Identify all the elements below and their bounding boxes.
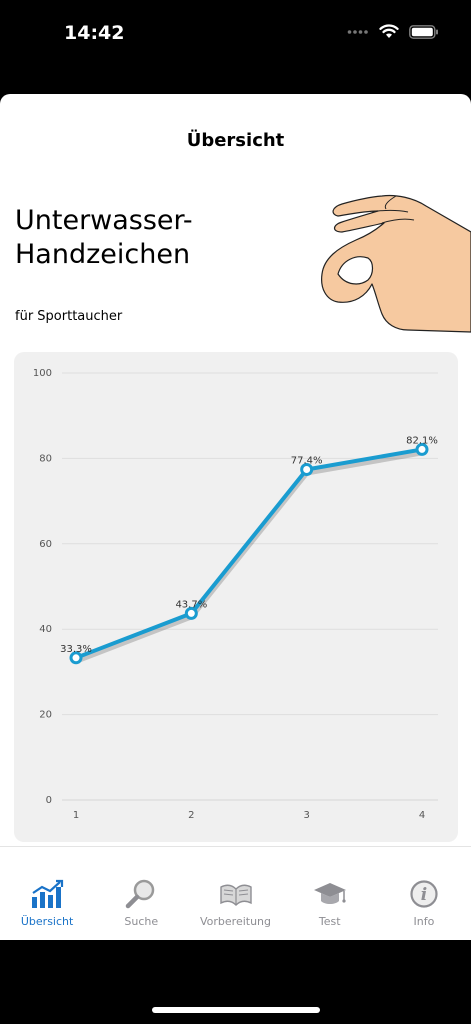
info-icon: i [407, 877, 441, 911]
status-icons [347, 24, 439, 39]
x-tick-label: 2 [188, 810, 194, 821]
y-tick-label: 20 [39, 710, 52, 721]
tab-label: Vorbereitung [199, 915, 272, 928]
hero-title: Unterwasser- Handzeichen [15, 204, 193, 272]
main-sheet: Übersicht Unterwasser- Handzeichen für S… [0, 94, 471, 940]
status-bar: 14:42 [0, 0, 471, 70]
ok-hand-sign-icon [321, 194, 471, 333]
x-tick-label: 3 [303, 810, 309, 821]
tab-preparation[interactable]: Vorbereitung [188, 847, 282, 940]
data-point [69, 651, 83, 665]
hero-title-line2: Handzeichen [15, 239, 191, 270]
tab-label: Info [413, 915, 435, 928]
book-icon [219, 877, 253, 911]
wifi-icon [379, 24, 399, 38]
data-label: 77.4% [291, 456, 323, 467]
tab-info[interactable]: i Info [377, 847, 471, 940]
series-line [75, 447, 423, 660]
data-point [415, 442, 429, 456]
y-tick-label: 80 [39, 453, 52, 464]
line-chart: 0 20 40 60 80 100 1 2 3 4 33.3% 43.7% 77.4% 82.1% [33, 368, 438, 821]
x-tick-label: 4 [419, 810, 425, 821]
data-point [300, 463, 314, 477]
y-tick-label: 0 [46, 795, 52, 806]
tab-bar: Übersicht Suche Vorbereitung [0, 846, 471, 940]
svg-text:i: i [421, 885, 427, 905]
hero-title-line1: Unterwasser- [15, 205, 193, 236]
y-tick-label: 100 [33, 368, 52, 379]
status-time: 14:42 [64, 22, 125, 44]
signal-dots-icon [347, 29, 368, 34]
battery-icon [409, 24, 438, 39]
tab-label: Übersicht [20, 915, 74, 928]
graduation-cap-icon [313, 877, 347, 911]
tab-label: Suche [124, 915, 159, 928]
y-tick-label: 60 [39, 539, 52, 550]
y-tick-label: 40 [39, 624, 52, 635]
search-icon [124, 877, 158, 911]
tab-search[interactable]: Suche [94, 847, 188, 940]
x-tick-label: 1 [73, 810, 79, 821]
data-point [184, 606, 198, 620]
data-label: 82.1% [406, 435, 438, 446]
data-label: 43.7% [175, 599, 207, 610]
tab-test[interactable]: Test [283, 847, 377, 940]
hero-subtitle: für Sporttaucher [15, 309, 123, 324]
data-label: 33.3% [60, 644, 92, 655]
tab-label: Test [318, 915, 341, 928]
chart-icon [30, 877, 64, 911]
home-indicator [152, 1007, 320, 1013]
progress-chart: 0 20 40 60 80 100 1 2 3 4 33.3% 43.7% 77.4% 82.1% [14, 352, 458, 842]
page-title: Übersicht [186, 130, 285, 151]
tab-overview[interactable]: Übersicht [0, 847, 94, 940]
